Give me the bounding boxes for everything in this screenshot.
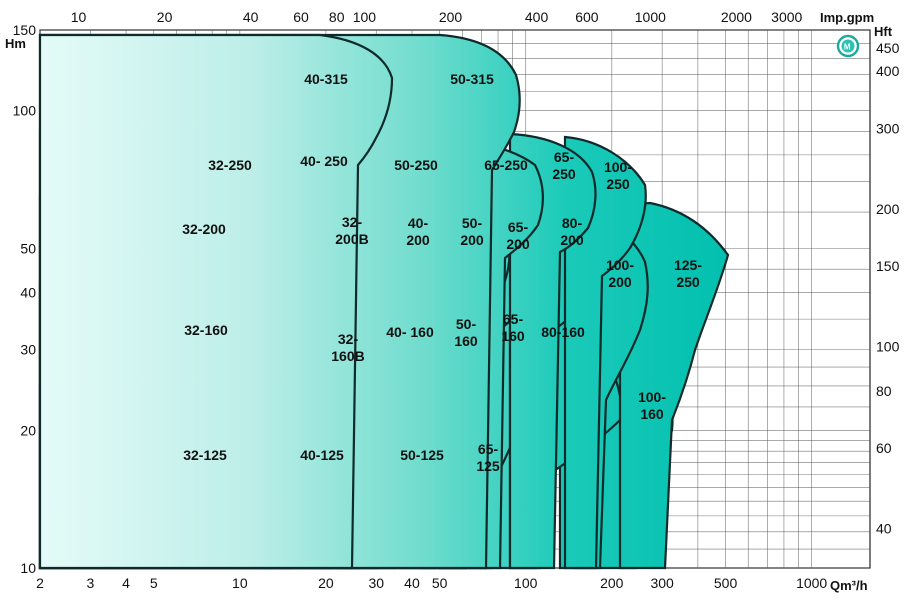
- x-tick-label: 200: [600, 575, 624, 591]
- top-tick-label: 20: [157, 9, 173, 25]
- right-tick-label: 150: [876, 258, 900, 274]
- zone-label: 40-200: [406, 215, 430, 248]
- right-tick-label: 40: [876, 521, 892, 537]
- zone-label: 50-250: [394, 157, 438, 173]
- zone-label: 32-160: [184, 322, 228, 338]
- zone-label: 50-315: [450, 71, 494, 87]
- zone-label: 80-160: [541, 324, 585, 340]
- x-tick-label: 4: [122, 575, 130, 591]
- zone-label: 32-125: [183, 447, 227, 463]
- zone-label: 65-125: [476, 441, 500, 474]
- top-tick-label: 100: [353, 9, 377, 25]
- x-tick-label: 300: [650, 575, 674, 591]
- top-tick-label: 3000: [771, 9, 802, 25]
- zone-label: 40-125: [300, 447, 344, 463]
- x-tick-label: 20: [318, 575, 334, 591]
- x-tick-label: 500: [714, 575, 738, 591]
- zone-label: 100-160: [638, 389, 666, 422]
- m-circle-logo-icon: M: [836, 34, 860, 58]
- pump-zones: [38, 33, 730, 570]
- zone-label: 50-200: [460, 215, 484, 248]
- y-tick-label: 30: [20, 342, 36, 358]
- top-tick-label: 80: [329, 9, 345, 25]
- zone-100-250[interactable]: [563, 135, 647, 570]
- zone-label: 32-250: [208, 157, 252, 173]
- x-tick-label: 100: [514, 575, 538, 591]
- y-tick-label: 20: [20, 422, 36, 438]
- right-axis-unit-label: Hft: [874, 24, 893, 39]
- x-tick-label: 3: [86, 575, 94, 591]
- x-tick-label: 2: [36, 575, 44, 591]
- zone-label: 125-250: [674, 257, 702, 290]
- y-tick-label: 50: [20, 240, 36, 256]
- right-tick-label: 450: [876, 40, 900, 56]
- zone-label: 65-200: [506, 219, 530, 252]
- right-tick-label: 300: [876, 120, 900, 136]
- x-tick-label: 5: [150, 575, 158, 591]
- zone-label: 65-250: [484, 157, 528, 173]
- zone-label: 50-160: [454, 316, 478, 349]
- x-tick-label: 10: [232, 575, 248, 591]
- zone-label: 32-160B: [331, 331, 364, 364]
- zone-label: 65-250: [552, 149, 576, 182]
- top-tick-label: 2000: [721, 9, 752, 25]
- zone-40-315[interactable]: [38, 33, 394, 570]
- y-axis-unit-label: Hm: [5, 36, 26, 51]
- top-tick-label: 600: [575, 9, 599, 25]
- right-tick-label: 100: [876, 339, 900, 355]
- top-tick-label: 400: [525, 9, 549, 25]
- right-tick-label: 400: [876, 63, 900, 79]
- top-tick-label: 10: [71, 9, 87, 25]
- y-tick-label: 40: [20, 285, 36, 301]
- zone-label: 40- 250: [300, 153, 348, 169]
- zone-labels: 32-125 40-125 50-125 65-125 32-160 32-160B 40-…: [182, 71, 702, 474]
- x-tick-label: 30: [368, 575, 384, 591]
- zone-65-250-b[interactable]: [508, 132, 597, 570]
- zone-label: 32-200: [182, 221, 226, 237]
- y-tick-label: 100: [13, 103, 37, 119]
- x-tick-label: 1000: [796, 575, 827, 591]
- zone-label: 80-200: [560, 215, 584, 248]
- zone-label: 65-160: [501, 311, 525, 344]
- top-tick-label: 60: [293, 9, 309, 25]
- top-axis-unit-label: Imp.gpm: [820, 10, 874, 25]
- zone-label: 40- 160: [386, 324, 434, 340]
- axis-ticks: 2 3 4 5 10 20 30 40 50 100 200 300 500 1000 10 20 40 60 80…: [13, 9, 900, 591]
- zone-label: 100-250: [604, 159, 632, 192]
- x-axis-unit-label: Qm³/h: [830, 578, 868, 593]
- top-tick-label: 40: [243, 9, 259, 25]
- right-tick-label: 200: [876, 201, 900, 217]
- x-tick-label: 40: [404, 575, 420, 591]
- svg-text:M: M: [844, 43, 851, 52]
- right-tick-label: 60: [876, 440, 892, 456]
- zone-label: 50-125: [400, 447, 444, 463]
- zone-label: 40-315: [304, 71, 348, 87]
- top-tick-label: 200: [439, 9, 463, 25]
- right-tick-label: 80: [876, 383, 892, 399]
- zone-label: 100-200: [606, 257, 634, 290]
- y-tick-label: 150: [13, 22, 37, 38]
- x-tick-label: 50: [432, 575, 448, 591]
- top-tick-label: 1000: [635, 9, 666, 25]
- zone-label: 32-200B: [335, 214, 368, 247]
- y-tick-label: 10: [20, 560, 36, 576]
